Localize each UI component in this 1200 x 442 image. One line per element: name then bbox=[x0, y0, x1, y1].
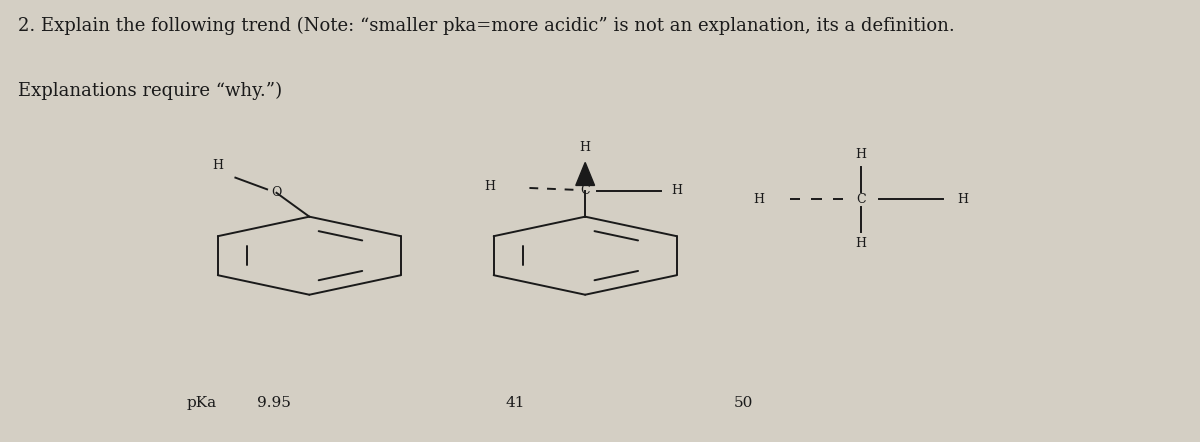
Text: C: C bbox=[856, 193, 866, 206]
Text: O: O bbox=[271, 187, 282, 199]
Text: 41: 41 bbox=[505, 396, 524, 410]
Text: H: H bbox=[856, 237, 866, 251]
Text: H: H bbox=[671, 184, 682, 197]
Text: 2. Explain the following trend (Note: “smaller pka=more acidic” is not an explan: 2. Explain the following trend (Note: “s… bbox=[18, 17, 955, 35]
Text: Explanations require “why.”): Explanations require “why.”) bbox=[18, 82, 282, 100]
Text: H: H bbox=[754, 193, 764, 206]
Text: 50: 50 bbox=[734, 396, 754, 410]
Text: H: H bbox=[958, 193, 968, 206]
Text: H: H bbox=[212, 159, 223, 172]
Text: pKa: pKa bbox=[186, 396, 216, 410]
Text: H: H bbox=[856, 148, 866, 161]
Text: C: C bbox=[581, 184, 590, 197]
Text: H: H bbox=[580, 141, 590, 154]
Text: H: H bbox=[484, 180, 494, 193]
Text: 9.95: 9.95 bbox=[257, 396, 290, 410]
Polygon shape bbox=[576, 163, 594, 186]
